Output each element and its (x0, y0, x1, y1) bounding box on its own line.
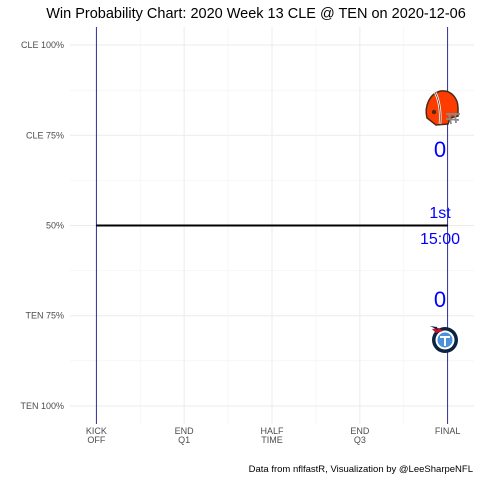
x-tick-label-line: OFF (87, 435, 105, 445)
x-tick-label: KICK OFF (86, 426, 107, 445)
x-tick-label-line: Q1 (178, 435, 190, 445)
y-tick-label: 50% (46, 221, 64, 231)
chart-caption: Data from nflfastR, Visualization by @Le… (249, 464, 473, 475)
x-tick-label-line: END (350, 426, 370, 436)
x-tick-label-line: TIME (261, 435, 283, 445)
x-tick-label-line: FINAL (435, 426, 461, 436)
y-tick-label: CLE 100% (21, 40, 64, 50)
x-tick-label-line: Q3 (354, 435, 366, 445)
titans-logo-icon (430, 326, 458, 353)
y-tick-label: TEN 100% (20, 401, 64, 411)
x-tick-label: END Q3 (350, 426, 370, 445)
game-clock: 15:00 (420, 231, 460, 248)
home-team-score: 0 (434, 287, 446, 312)
game-quarter: 1st (429, 205, 451, 222)
x-tick-label: FINAL (435, 426, 461, 436)
y-axis-ticks: CLE 100% CLE 75% 50% TEN 75% TEN 100% (20, 40, 64, 411)
x-tick-label-line: KICK (86, 426, 107, 436)
browns-helmet-icon (425, 90, 460, 126)
x-tick-label-line: END (175, 426, 195, 436)
away-team-score: 0 (434, 137, 446, 162)
x-tick-label-line: HALF (260, 426, 284, 436)
x-tick-label: HALF TIME (260, 426, 284, 445)
y-tick-label: CLE 75% (26, 130, 64, 140)
y-tick-label: TEN 75% (25, 311, 64, 321)
chart-title: Win Probability Chart: 2020 Week 13 CLE … (46, 6, 466, 22)
x-tick-label: END Q1 (175, 426, 195, 445)
